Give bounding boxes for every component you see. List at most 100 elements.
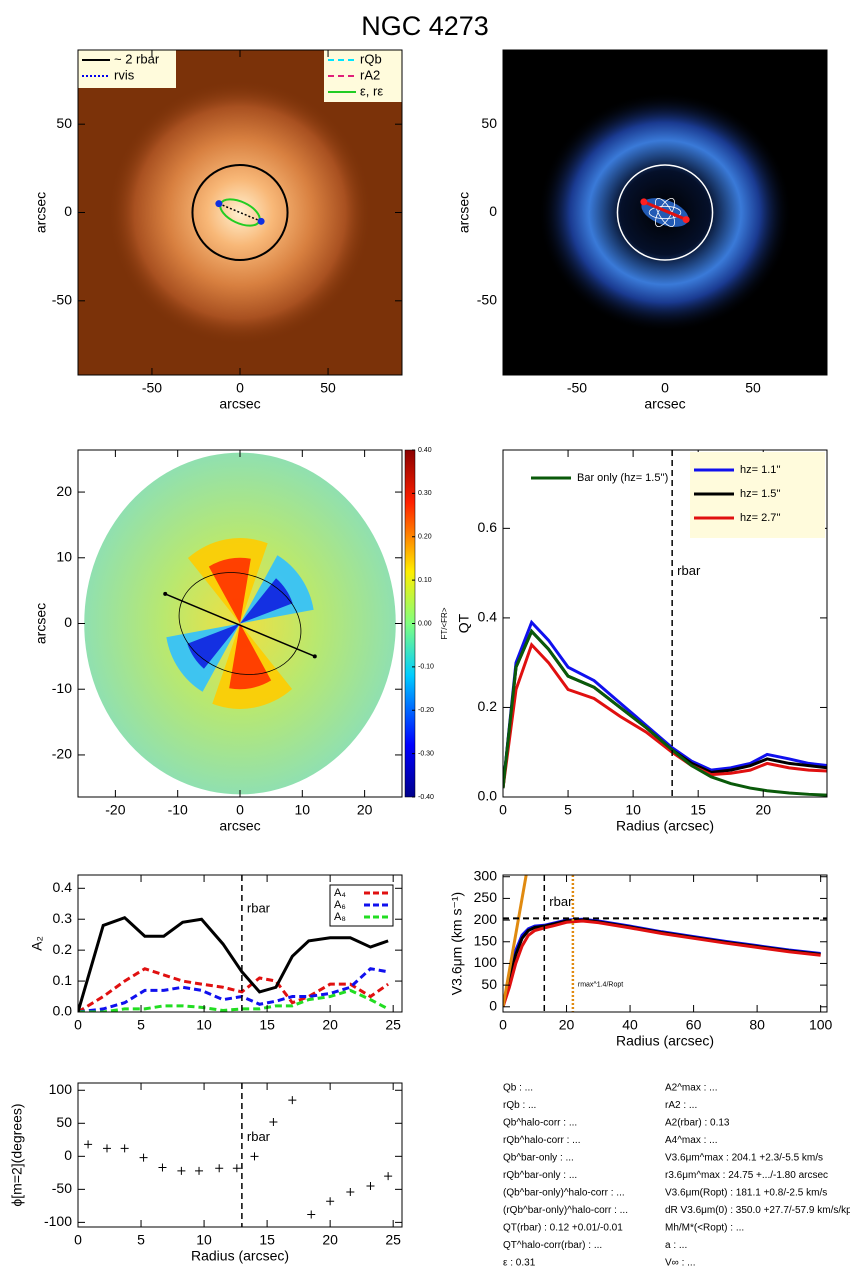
- y-tick-label: -100: [44, 1213, 72, 1229]
- series-line: [78, 967, 389, 1012]
- colorbar-tick-label: 0.30: [418, 490, 432, 497]
- y-tick-label: 0: [64, 614, 72, 630]
- colorbar-tick-label: 0.20: [418, 534, 432, 541]
- y-tick-label: 0.0: [53, 1003, 73, 1019]
- series-line: [78, 988, 389, 1012]
- reference-label: rbar: [247, 901, 271, 916]
- parameter: A4^max : ...: [665, 1135, 718, 1146]
- x-tick-label: 20: [559, 1017, 575, 1033]
- parameter: Qb^halo-corr : ...: [503, 1118, 577, 1129]
- plot-frame: [502, 874, 828, 1013]
- y-tick-label: 300: [474, 867, 498, 883]
- legend-label: rQb: [360, 51, 382, 66]
- y-tick-label: 10: [56, 548, 72, 564]
- legend-label: rvis: [114, 67, 135, 82]
- x-tick-label: 25: [385, 1232, 401, 1248]
- colorbar-tick-label: -0.10: [418, 664, 434, 671]
- plot-area: [78, 50, 402, 375]
- legend-label: hz= 1.1'': [740, 464, 781, 476]
- point: [366, 1182, 375, 1191]
- x-axis-label: arcsec: [219, 396, 260, 412]
- parameter: A2^max : ...: [665, 1083, 718, 1094]
- y-tick-label: 0: [489, 203, 497, 219]
- point: [158, 1163, 167, 1172]
- y-tick-label: 150: [474, 932, 498, 948]
- parameter: QT(rbar) : 0.12 +0.01/-0.01: [503, 1223, 623, 1234]
- point: [139, 1153, 148, 1162]
- y-tick-label: -50: [477, 292, 497, 308]
- y-tick-label: -10: [52, 680, 72, 696]
- point: [326, 1197, 335, 1206]
- point: [84, 1140, 93, 1149]
- plot-area: [503, 450, 827, 797]
- y-tick-label: -50: [52, 1180, 72, 1196]
- plot-area: [503, 875, 827, 1012]
- y-tick-label: 0.0: [478, 788, 498, 804]
- y-tick-label: 0: [64, 1147, 72, 1163]
- parameter: (Qb^bar-only)^halo-corr : ...: [503, 1188, 625, 1199]
- legend-label: ~ 2 rbar: [114, 51, 160, 66]
- x-tick-label: 10: [196, 1017, 212, 1033]
- point: [102, 1144, 111, 1153]
- x-tick-label: -10: [168, 802, 188, 818]
- plot-frame: [77, 1082, 403, 1228]
- point: [120, 1144, 129, 1153]
- x-tick-label: 0: [74, 1232, 82, 1248]
- reference-label: rbar: [247, 1129, 271, 1144]
- x-tick-label: 5: [137, 1232, 145, 1248]
- y-tick-label: 50: [56, 115, 72, 131]
- y-axis-label: arcsec: [33, 603, 49, 644]
- x-tick-label: 10: [196, 1232, 212, 1248]
- legend-label: ε, rε: [360, 83, 383, 98]
- reference-label: rmax^1.4/Ropt: [578, 981, 623, 988]
- colorbar-tick-label: -0.30: [418, 750, 434, 757]
- series-line: [78, 915, 389, 1012]
- y-tick-label: 100: [474, 954, 498, 970]
- series-line: [503, 875, 528, 1008]
- series-line: [503, 628, 827, 797]
- y-axis-label: V3.6μm (km s⁻¹): [449, 892, 465, 995]
- colorbar-label: FT/<FR>: [440, 607, 449, 639]
- legend-label: hz= 2.7'': [740, 512, 781, 524]
- y-tick-label: 250: [474, 889, 498, 905]
- bar-end: [312, 654, 317, 659]
- colorbar-tick-label: -0.40: [418, 794, 434, 801]
- contour: [648, 205, 682, 220]
- x-axis-label: Radius (arcsec): [191, 1248, 289, 1264]
- y-tick-label: 200: [474, 911, 498, 927]
- x-tick-label: 50: [745, 380, 761, 396]
- parameter: rQb : ...: [503, 1100, 536, 1111]
- x-tick-label: 20: [322, 1017, 338, 1033]
- y-tick-label: 50: [56, 1114, 72, 1130]
- point: [288, 1096, 297, 1105]
- y-tick-label: 0.4: [53, 879, 73, 895]
- parameter: Qb : ...: [503, 1083, 533, 1094]
- point: [215, 1164, 224, 1173]
- x-tick-label: 60: [686, 1017, 702, 1033]
- x-tick-label: 10: [295, 802, 311, 818]
- y-tick-label: 50: [481, 115, 497, 131]
- x-tick-label: 0: [499, 1017, 507, 1033]
- x-tick-label: 15: [690, 802, 706, 818]
- legend-label: A₄: [334, 887, 346, 899]
- y-axis-label: A₂: [29, 936, 45, 951]
- legend-box: [78, 50, 176, 88]
- y-tick-label: 0.2: [478, 698, 498, 714]
- y-axis-label: arcsec: [33, 192, 49, 233]
- y-tick-label: 0.1: [53, 972, 73, 988]
- colorbar-tick-label: -0.20: [418, 707, 434, 714]
- legend-label: hz= 1.5'': [740, 488, 781, 500]
- plot-area: [78, 875, 389, 1012]
- y-tick-label: 0: [64, 203, 72, 219]
- bar-end: [640, 198, 648, 206]
- x-tick-label: 0: [499, 802, 507, 818]
- parameter: Mh/M*(<Ropt) : ...: [665, 1223, 744, 1234]
- bar-axis: [164, 593, 316, 658]
- x-tick-label: -50: [567, 380, 587, 396]
- bar-circle: [191, 163, 289, 262]
- contour: [655, 198, 675, 227]
- parameter: dR V3.6μm(0) : 350.0 +27.7/-57.9 km/s/kp…: [665, 1205, 850, 1216]
- bar-ellipse: [178, 572, 302, 675]
- x-tick-label: 40: [622, 1017, 638, 1033]
- point: [250, 1152, 259, 1161]
